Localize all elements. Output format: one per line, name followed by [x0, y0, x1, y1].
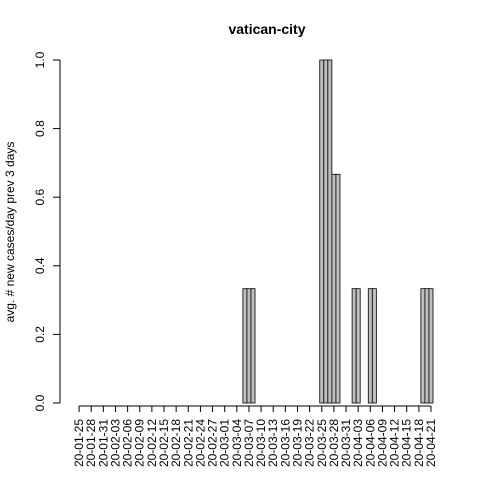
- x-tick-label: 20-02-27: [206, 419, 220, 467]
- y-tick-label: 1.0: [33, 51, 47, 68]
- y-tick-label: 0.0: [33, 394, 47, 411]
- x-tick-label: 20-04-06: [363, 419, 377, 467]
- bar: [367, 288, 373, 404]
- x-tick-label: 20-04-21: [424, 419, 438, 467]
- y-tick-label: 0.4: [33, 257, 47, 274]
- chart-title: vatican-city: [228, 21, 305, 37]
- bar: [319, 59, 325, 404]
- bar: [355, 288, 361, 404]
- x-tick-label: 20-03-28: [327, 419, 341, 467]
- y-tick-label: 0.2: [33, 326, 47, 343]
- x-tick-label: 20-01-31: [96, 419, 110, 467]
- x-tick-label: 20-04-15: [400, 419, 414, 467]
- x-tick-label: 20-03-22: [303, 419, 317, 467]
- x-tick-label: 20-03-13: [266, 419, 280, 467]
- x-tick-label: 20-03-31: [339, 419, 353, 467]
- x-tick-label: 20-03-19: [290, 419, 304, 467]
- x-tick-label: 20-02-09: [133, 419, 147, 467]
- bar: [335, 173, 341, 404]
- x-axis: 20-01-2520-01-2820-01-3120-02-0320-02-06…: [72, 405, 438, 467]
- x-tick-label: 20-02-21: [181, 419, 195, 467]
- y-tick-label: 0.8: [33, 120, 47, 137]
- bar: [327, 59, 333, 404]
- bar: [371, 288, 377, 404]
- x-tick-label: 20-04-18: [412, 419, 426, 467]
- y-axis-label: avg. # new cases/day prev 3 days: [3, 142, 17, 323]
- bar: [428, 288, 434, 404]
- x-tick-label: 20-02-12: [145, 419, 159, 467]
- x-tick-label: 20-03-16: [278, 419, 292, 467]
- x-tick-label: 20-02-18: [169, 419, 183, 467]
- y-tick-label: 0.6: [33, 189, 47, 206]
- bar: [250, 288, 256, 404]
- bar: [246, 288, 252, 404]
- x-tick-label: 20-03-25: [315, 419, 329, 467]
- bar: [424, 288, 430, 404]
- y-axis: 0.0 0.2 0.4 0.6 0.8 1.0: [33, 51, 61, 411]
- x-tick-label: 20-03-10: [254, 419, 268, 467]
- x-tick-label: 20-04-09: [375, 419, 389, 467]
- x-tick-label: 20-02-06: [121, 419, 135, 467]
- x-tick-label: 20-03-01: [218, 419, 232, 467]
- bar: [331, 173, 337, 404]
- x-tick-label: 20-02-24: [193, 419, 207, 467]
- bar: [351, 288, 357, 404]
- x-tick-label: 20-02-15: [157, 419, 171, 467]
- bar: [323, 59, 329, 404]
- x-tick-label: 20-04-03: [351, 419, 365, 467]
- x-tick-label: 20-02-03: [108, 419, 122, 467]
- x-tick-label: 20-03-04: [230, 419, 244, 467]
- bar: [420, 288, 426, 404]
- x-tick-label: 20-01-28: [84, 419, 98, 467]
- bars: [242, 59, 434, 404]
- x-tick-label: 20-03-07: [242, 419, 256, 467]
- x-tick-label: 20-01-25: [72, 419, 86, 467]
- bar: [242, 288, 248, 404]
- x-tick-label: 20-04-12: [388, 419, 402, 467]
